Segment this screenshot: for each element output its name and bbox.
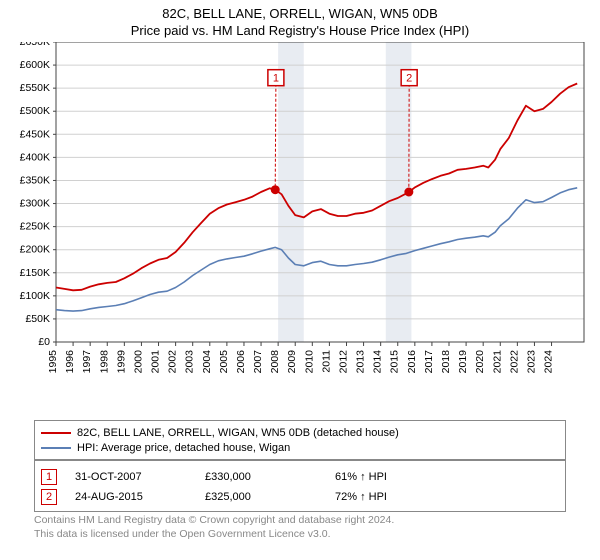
svg-text:1996: 1996 bbox=[64, 350, 76, 374]
svg-text:2008: 2008 bbox=[269, 350, 281, 374]
sale-price: £325,000 bbox=[205, 491, 335, 503]
chart-title-line1: 82C, BELL LANE, ORRELL, WIGAN, WN5 0DB bbox=[0, 0, 600, 21]
svg-text:2005: 2005 bbox=[218, 350, 230, 374]
svg-text:2000: 2000 bbox=[132, 350, 144, 374]
legend-swatch bbox=[41, 447, 71, 449]
sale-price: £330,000 bbox=[205, 471, 335, 483]
svg-text:2011: 2011 bbox=[320, 350, 332, 373]
svg-text:2003: 2003 bbox=[184, 350, 196, 374]
footer-line: This data is licensed under the Open Gov… bbox=[34, 528, 566, 542]
chart-title-line2: Price paid vs. HM Land Registry's House … bbox=[0, 21, 600, 38]
svg-text:£600K: £600K bbox=[20, 59, 50, 71]
svg-text:2012: 2012 bbox=[337, 350, 349, 374]
svg-text:2021: 2021 bbox=[491, 350, 503, 374]
svg-text:1999: 1999 bbox=[115, 350, 127, 374]
legend-item: HPI: Average price, detached house, Wiga… bbox=[41, 440, 559, 455]
svg-text:2007: 2007 bbox=[252, 350, 264, 374]
legend-label: HPI: Average price, detached house, Wiga… bbox=[77, 442, 290, 454]
footer-line: Contains HM Land Registry data © Crown c… bbox=[34, 514, 566, 528]
svg-text:2020: 2020 bbox=[474, 350, 486, 374]
svg-text:£550K: £550K bbox=[20, 82, 50, 94]
svg-text:1995: 1995 bbox=[47, 350, 59, 374]
sale-date: 24-AUG-2015 bbox=[75, 491, 205, 503]
svg-text:2023: 2023 bbox=[525, 350, 537, 374]
svg-text:£0: £0 bbox=[38, 336, 50, 348]
svg-text:£650K: £650K bbox=[20, 42, 50, 48]
svg-text:2002: 2002 bbox=[167, 350, 179, 374]
svg-text:£300K: £300K bbox=[20, 198, 50, 210]
svg-text:2016: 2016 bbox=[406, 350, 418, 374]
svg-text:2017: 2017 bbox=[423, 350, 435, 374]
svg-text:2: 2 bbox=[406, 73, 412, 85]
legend-label: 82C, BELL LANE, ORRELL, WIGAN, WN5 0DB (… bbox=[77, 427, 399, 439]
sales-table: 1 31-OCT-2007 £330,000 61% ↑ HPI 2 24-AU… bbox=[34, 460, 566, 512]
svg-text:£150K: £150K bbox=[20, 267, 50, 279]
svg-text:£100K: £100K bbox=[20, 290, 50, 302]
svg-text:£50K: £50K bbox=[25, 313, 50, 325]
svg-text:2013: 2013 bbox=[355, 350, 367, 374]
chart-plot: £0 £50K £100K £150K £200K £250K £300K £350K £400… bbox=[0, 42, 600, 386]
svg-text:£500K: £500K bbox=[20, 105, 50, 117]
sale-hpi: 61% ↑ HPI bbox=[335, 471, 559, 483]
svg-text:£250K: £250K bbox=[20, 221, 50, 233]
legend-swatch bbox=[41, 432, 71, 434]
svg-text:£400K: £400K bbox=[20, 151, 50, 163]
svg-text:2009: 2009 bbox=[286, 350, 298, 374]
svg-text:£450K: £450K bbox=[20, 128, 50, 140]
svg-text:2014: 2014 bbox=[372, 350, 384, 374]
svg-text:2018: 2018 bbox=[440, 350, 452, 374]
legend: 82C, BELL LANE, ORRELL, WIGAN, WN5 0DB (… bbox=[34, 420, 566, 460]
svg-text:2022: 2022 bbox=[508, 350, 520, 374]
sale-date: 31-OCT-2007 bbox=[75, 471, 205, 483]
footer-attribution: Contains HM Land Registry data © Crown c… bbox=[34, 514, 566, 541]
sale-hpi: 72% ↑ HPI bbox=[335, 491, 559, 503]
svg-text:1: 1 bbox=[273, 73, 279, 85]
svg-text:1997: 1997 bbox=[81, 350, 93, 374]
svg-text:2024: 2024 bbox=[543, 350, 555, 374]
sale-marker-2: 2 bbox=[41, 489, 57, 505]
legend-item: 82C, BELL LANE, ORRELL, WIGAN, WN5 0DB (… bbox=[41, 425, 559, 440]
table-row: 1 31-OCT-2007 £330,000 61% ↑ HPI bbox=[41, 467, 559, 487]
sale-marker-1: 1 bbox=[41, 469, 57, 485]
svg-text:£350K: £350K bbox=[20, 174, 50, 186]
svg-text:2001: 2001 bbox=[150, 350, 162, 374]
svg-text:2004: 2004 bbox=[201, 350, 213, 374]
svg-text:2006: 2006 bbox=[235, 350, 247, 374]
svg-text:2015: 2015 bbox=[389, 350, 401, 374]
chart-svg: £0 £50K £100K £150K £200K £250K £300K £350K £400… bbox=[0, 42, 600, 386]
svg-text:2019: 2019 bbox=[457, 350, 469, 374]
svg-text:£200K: £200K bbox=[20, 244, 50, 256]
svg-text:2010: 2010 bbox=[303, 350, 315, 374]
table-row: 2 24-AUG-2015 £325,000 72% ↑ HPI bbox=[41, 487, 559, 507]
svg-text:1998: 1998 bbox=[98, 350, 110, 374]
